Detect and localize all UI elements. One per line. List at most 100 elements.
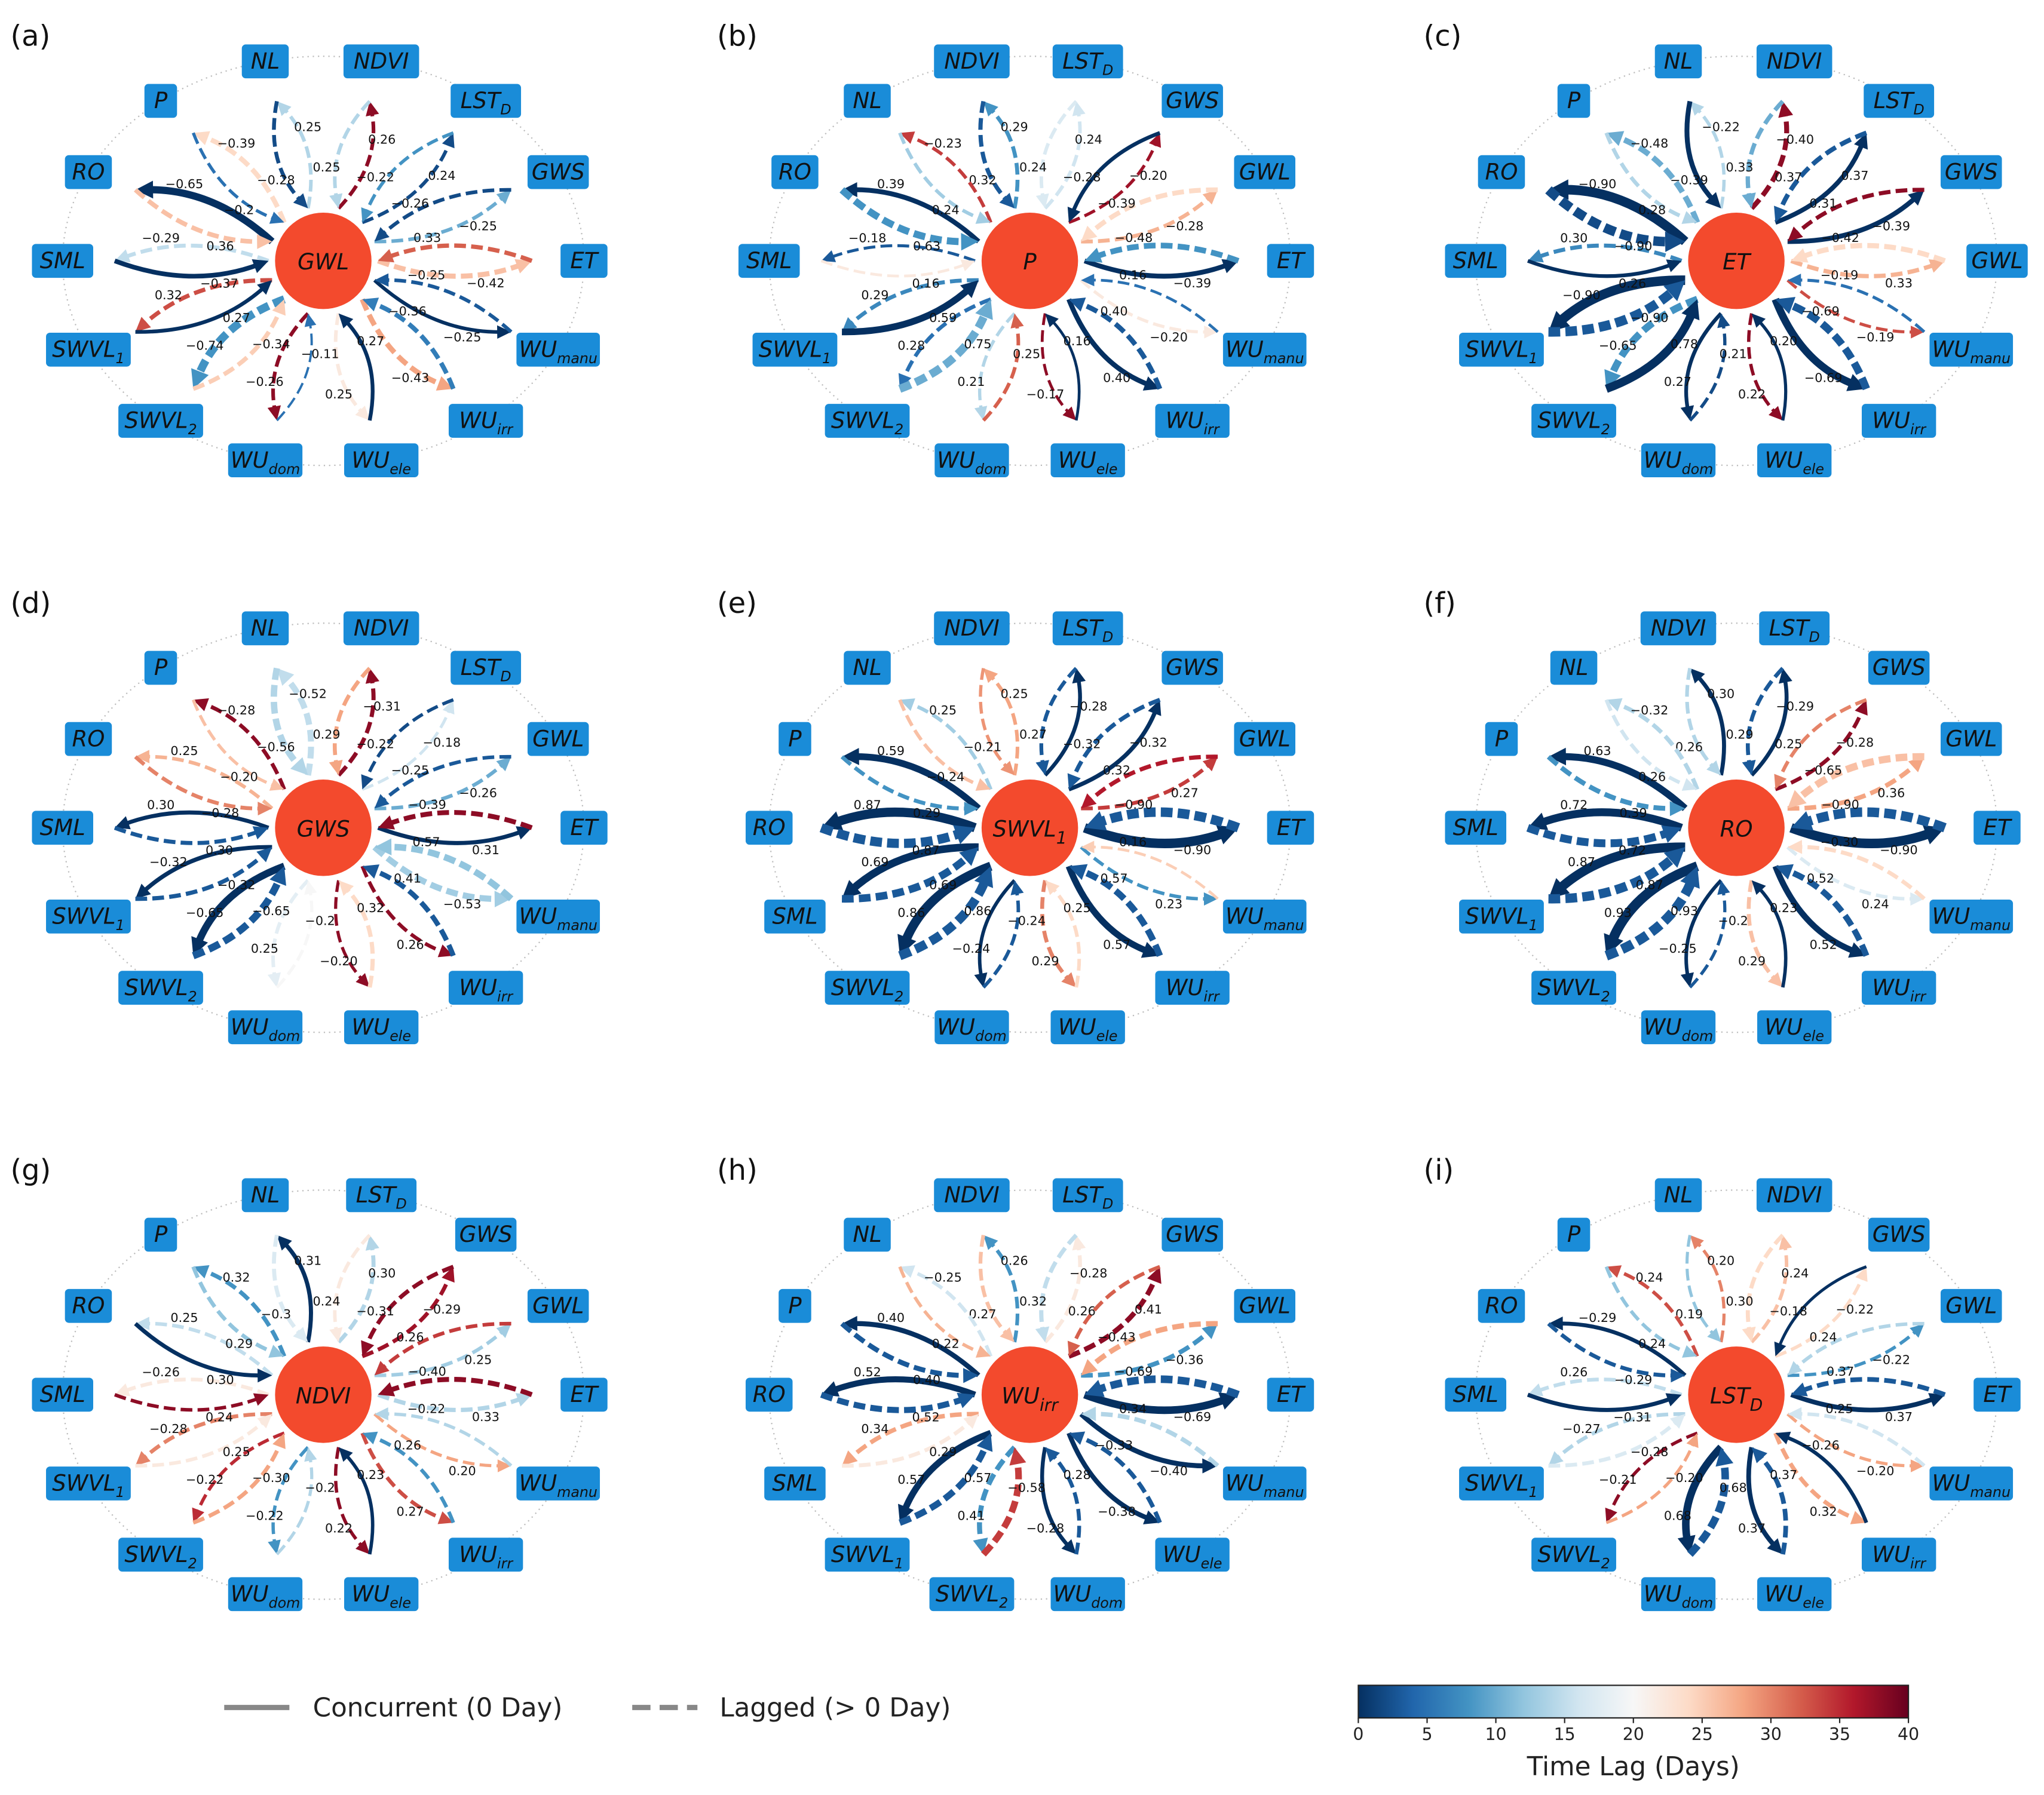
node-box [1550, 651, 1598, 685]
node-label: P [154, 88, 168, 113]
edge-label: −0.2 [305, 1480, 335, 1495]
arrowhead [1548, 878, 1570, 899]
arrowhead [974, 406, 988, 421]
edge [1786, 846, 1915, 901]
panel-letter: (b) [717, 20, 758, 53]
node-box [144, 1217, 177, 1252]
label-main: WU [519, 1471, 557, 1496]
arrowhead [1669, 1414, 1686, 1429]
label-sub: manu [1970, 350, 2011, 367]
node-box [228, 1577, 303, 1612]
node-box [241, 44, 289, 79]
edge-label: 0.72 [1619, 843, 1646, 858]
node-box [228, 443, 303, 478]
edge-label: 0.25 [1775, 737, 1802, 751]
node-box [1940, 155, 2002, 189]
arrowhead [975, 1345, 991, 1358]
node-box [779, 1288, 811, 1323]
arrowhead [366, 101, 379, 116]
edge [1797, 1412, 1926, 1467]
edge-label: 0.26 [394, 1438, 421, 1452]
label-main: SWVL [993, 816, 1056, 842]
label-main: WU [351, 1581, 390, 1607]
node-box [1234, 1288, 1296, 1323]
edge [1614, 1268, 1699, 1357]
edge-label: 0.32 [155, 288, 182, 302]
node-label: WUirr [1872, 408, 1926, 438]
edge-label: −0.17 [1026, 387, 1065, 401]
arrowhead [974, 972, 988, 987]
arrowhead [442, 1266, 455, 1283]
label-main: LST [1062, 615, 1104, 641]
label-sub: 2 [188, 988, 197, 1005]
node-label: LSTD [461, 655, 511, 685]
node-label: GWS [1873, 655, 1926, 680]
edge-label: −0.43 [1098, 1330, 1136, 1344]
edge [192, 1441, 283, 1525]
arrowhead [494, 891, 511, 907]
label-sub: manu [1970, 917, 2011, 934]
label-sub: ele [390, 1594, 411, 1611]
node-box [344, 443, 419, 478]
label-sub: manu [1264, 1484, 1304, 1501]
edge-label: −0.33 [1095, 1438, 1133, 1452]
edge [1083, 823, 1227, 848]
edge-label: −0.25 [459, 219, 497, 233]
edge-label: −0.31 [356, 1304, 394, 1318]
node-label: NL [251, 615, 280, 641]
label-main: NDVI [354, 48, 409, 74]
edge [1745, 100, 1785, 199]
edge-label: 0.27 [357, 334, 384, 348]
edge [908, 1268, 993, 1357]
edge-label: −0.39 [217, 136, 255, 151]
edge-label: −0.90 [1115, 797, 1153, 812]
label-sub: ele [1803, 1027, 1824, 1044]
edge-label: −0.31 [1613, 1410, 1651, 1425]
node-box [1531, 971, 1616, 1005]
node-label: WUirr [1872, 975, 1926, 1005]
edge [373, 1413, 502, 1468]
arrowhead [135, 180, 154, 199]
edge-label: −0.22 [246, 1508, 284, 1523]
edge [1747, 313, 1778, 415]
node-box [1162, 651, 1223, 685]
edge [842, 852, 972, 903]
arrowhead [842, 880, 862, 899]
edge-label: 0.57 [897, 1472, 925, 1487]
edge-label: 0.87 [1636, 877, 1663, 892]
edge-label: 0.25 [170, 1311, 198, 1325]
colorbar-tick-label: 5 [1421, 1725, 1432, 1744]
label-main: NDVI [944, 1182, 1000, 1208]
label-main: WU [231, 1014, 269, 1040]
edge-label: 0.16 [1064, 334, 1091, 348]
node-label: WUele [1163, 1542, 1222, 1572]
edge-label: −0.29 [1776, 699, 1815, 713]
node-label: P [154, 655, 168, 680]
arrowhead [362, 297, 379, 312]
node-label: GWL [1239, 726, 1291, 751]
label-sub: 1 [822, 350, 831, 367]
node-box [745, 1377, 793, 1412]
edge [374, 762, 505, 811]
label-main: WU [1872, 975, 1910, 1001]
label-main: SWVL [831, 408, 894, 434]
node-label: SWVL2 [936, 1581, 1008, 1611]
node-label: WUmanu [519, 904, 597, 934]
label-main: WU [351, 447, 390, 473]
center-node [275, 1346, 372, 1443]
edge [898, 877, 991, 961]
node-label: NDVI [944, 615, 1000, 641]
label-main: NDVI [1767, 1182, 1822, 1208]
edge-label: −0.24 [927, 769, 965, 784]
node-label: NDVI [944, 48, 1000, 74]
arrowhead [1081, 1359, 1098, 1376]
node-label: GWS [1945, 159, 1998, 185]
node-box [46, 1466, 131, 1501]
arrowhead [1067, 1340, 1081, 1357]
node-label: WUdom [231, 1014, 300, 1044]
edge-label: 0.22 [325, 1521, 353, 1535]
edge-label: −0.28 [1063, 170, 1101, 185]
edge-label: −0.23 [924, 136, 962, 151]
edge-label: 0.27 [1019, 727, 1047, 741]
arrowhead [293, 193, 308, 208]
